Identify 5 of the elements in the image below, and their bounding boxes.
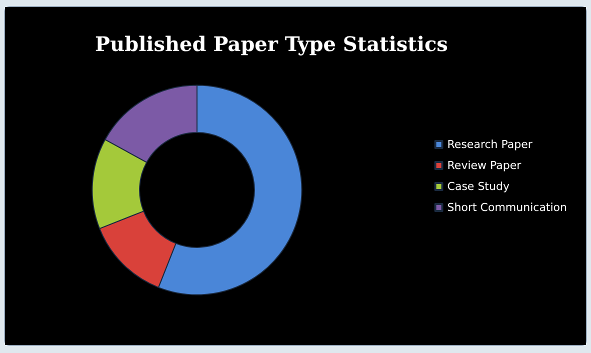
- legend-label: Short Communication: [447, 201, 568, 214]
- legend-label: Review Paper: [447, 159, 522, 172]
- chart-title: Published Paper Type Statistics: [95, 32, 448, 56]
- legend-label: Research Paper: [447, 138, 533, 151]
- legend-label: Case Study: [447, 180, 510, 193]
